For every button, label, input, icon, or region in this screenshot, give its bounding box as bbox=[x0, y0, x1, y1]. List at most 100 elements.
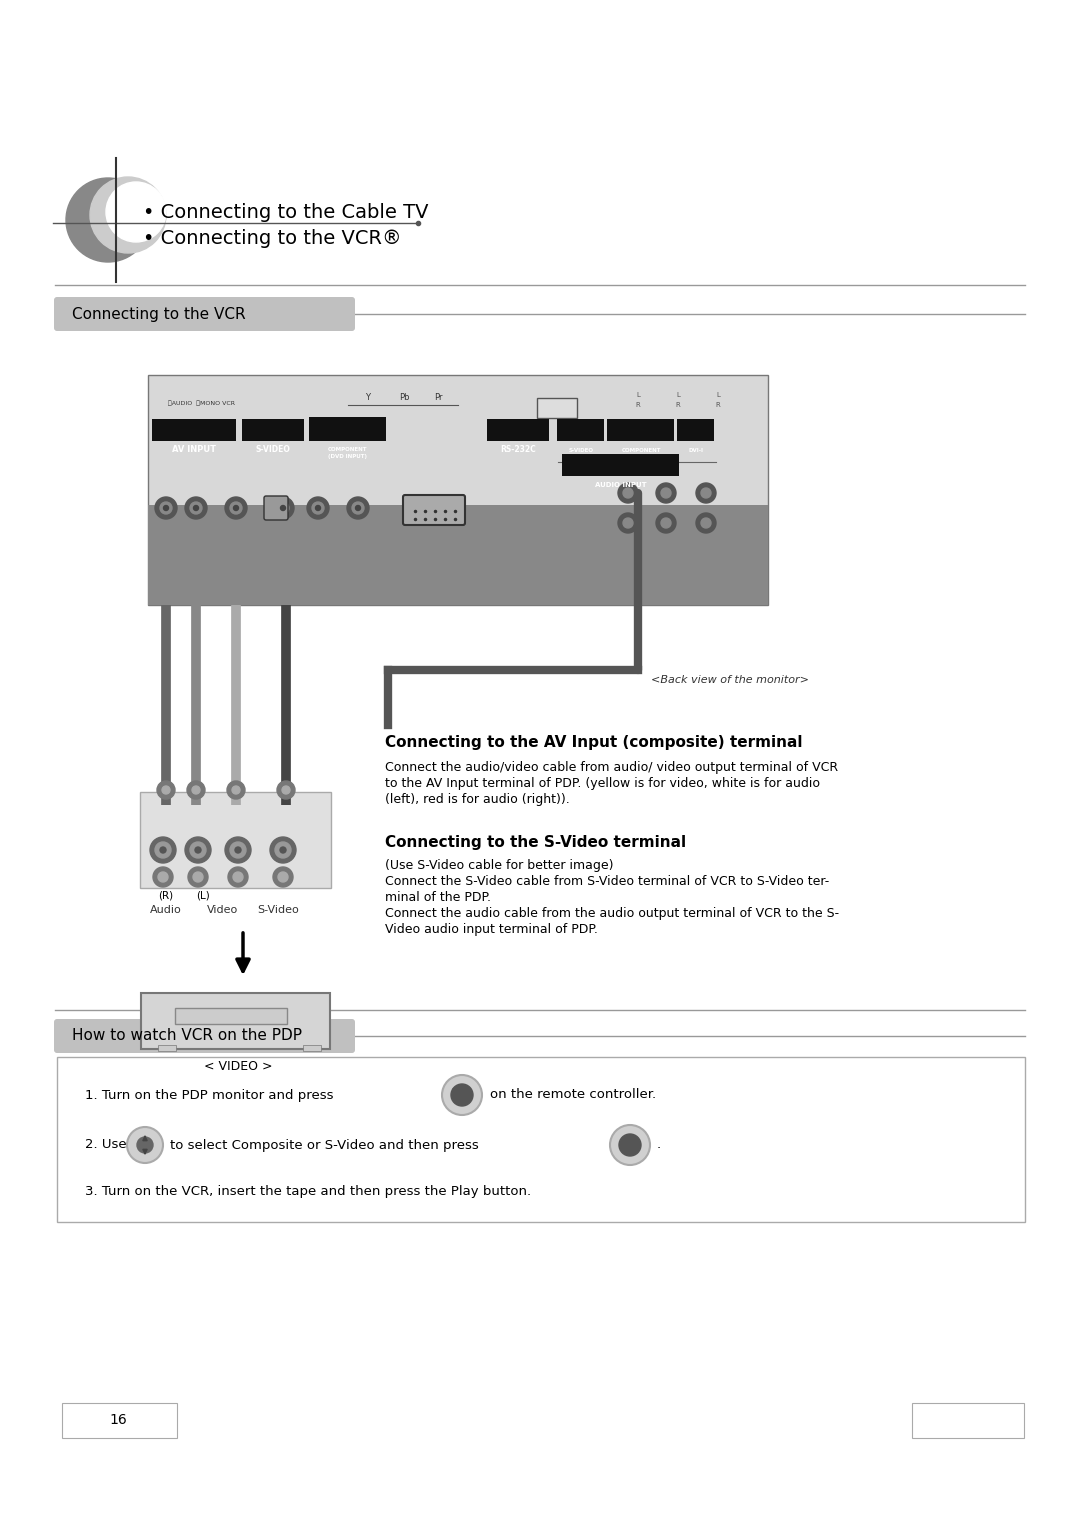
FancyBboxPatch shape bbox=[140, 792, 330, 888]
Circle shape bbox=[281, 506, 285, 510]
FancyBboxPatch shape bbox=[677, 419, 714, 442]
Circle shape bbox=[193, 872, 203, 882]
FancyBboxPatch shape bbox=[403, 495, 465, 526]
Text: COMPONENT: COMPONENT bbox=[621, 448, 661, 452]
Text: SELECT: SELECT bbox=[451, 1088, 472, 1094]
Circle shape bbox=[701, 518, 711, 529]
Circle shape bbox=[156, 842, 171, 859]
FancyBboxPatch shape bbox=[141, 993, 330, 1050]
Text: R: R bbox=[676, 402, 680, 408]
Circle shape bbox=[162, 785, 170, 795]
Circle shape bbox=[157, 781, 175, 799]
Text: on the remote controller.: on the remote controller. bbox=[490, 1088, 657, 1102]
Circle shape bbox=[270, 837, 296, 863]
FancyBboxPatch shape bbox=[607, 419, 674, 442]
Circle shape bbox=[153, 866, 173, 886]
Text: ⒶAUDIO  ⒶMONO VCR: ⒶAUDIO ⒶMONO VCR bbox=[168, 400, 235, 406]
Circle shape bbox=[272, 497, 294, 520]
Circle shape bbox=[661, 518, 671, 529]
Circle shape bbox=[230, 503, 242, 513]
Text: Y: Y bbox=[365, 393, 370, 402]
Circle shape bbox=[232, 785, 240, 795]
FancyBboxPatch shape bbox=[537, 397, 577, 419]
Text: Pr: Pr bbox=[434, 393, 442, 402]
Circle shape bbox=[190, 503, 202, 513]
FancyBboxPatch shape bbox=[57, 1057, 1025, 1222]
Circle shape bbox=[185, 837, 211, 863]
Text: Connect the audio/video cable from audio/ video output terminal of VCR: Connect the audio/video cable from audio… bbox=[384, 761, 838, 775]
Text: <Back view of the monitor>: <Back view of the monitor> bbox=[651, 675, 809, 685]
Text: S-VIDEO: S-VIDEO bbox=[568, 448, 594, 452]
Text: 2. Use: 2. Use bbox=[85, 1138, 126, 1152]
Circle shape bbox=[355, 506, 361, 510]
Text: S-VIDEO: S-VIDEO bbox=[256, 446, 291, 454]
Text: to select Composite or S-Video and then press: to select Composite or S-Video and then … bbox=[170, 1138, 478, 1152]
Text: minal of the PDP.: minal of the PDP. bbox=[384, 891, 491, 905]
Circle shape bbox=[273, 866, 293, 886]
Circle shape bbox=[696, 483, 716, 503]
Text: to the AV Input terminal of PDP. (yellow is for video, white is for audio: to the AV Input terminal of PDP. (yellow… bbox=[384, 778, 820, 790]
Circle shape bbox=[127, 1128, 163, 1163]
Text: Audio: Audio bbox=[150, 905, 181, 915]
Text: DVI-I: DVI-I bbox=[689, 448, 703, 452]
Circle shape bbox=[156, 497, 177, 520]
Circle shape bbox=[192, 785, 200, 795]
FancyBboxPatch shape bbox=[242, 419, 303, 442]
Circle shape bbox=[160, 847, 166, 853]
Text: 16: 16 bbox=[109, 1413, 126, 1427]
Circle shape bbox=[347, 497, 369, 520]
Circle shape bbox=[227, 781, 245, 799]
FancyBboxPatch shape bbox=[62, 1403, 177, 1438]
Text: Connecting to the AV Input (composite) terminal: Connecting to the AV Input (composite) t… bbox=[384, 735, 802, 750]
Circle shape bbox=[160, 503, 172, 513]
Circle shape bbox=[618, 513, 638, 533]
Text: Video audio input terminal of PDP.: Video audio input terminal of PDP. bbox=[384, 923, 598, 937]
FancyBboxPatch shape bbox=[54, 296, 355, 332]
Circle shape bbox=[275, 842, 291, 859]
Circle shape bbox=[701, 487, 711, 498]
Text: (Use S-Video cable for better image): (Use S-Video cable for better image) bbox=[384, 859, 613, 872]
Circle shape bbox=[163, 506, 168, 510]
Circle shape bbox=[158, 872, 168, 882]
Circle shape bbox=[190, 842, 206, 859]
Text: • Connecting to the VCR®: • Connecting to the VCR® bbox=[143, 229, 402, 248]
Text: 3. Turn on the VCR, insert the tape and then press the Play button.: 3. Turn on the VCR, insert the tape and … bbox=[85, 1186, 531, 1198]
Circle shape bbox=[233, 872, 243, 882]
Circle shape bbox=[193, 506, 199, 510]
Circle shape bbox=[352, 503, 364, 513]
Circle shape bbox=[235, 847, 241, 853]
Text: AV INPUT: AV INPUT bbox=[172, 446, 216, 454]
Text: • Connecting to the Cable TV: • Connecting to the Cable TV bbox=[143, 203, 429, 222]
Circle shape bbox=[661, 487, 671, 498]
Circle shape bbox=[188, 866, 208, 886]
Text: Connect the audio cable from the audio output terminal of VCR to the S-: Connect the audio cable from the audio o… bbox=[384, 908, 839, 920]
Circle shape bbox=[278, 872, 288, 882]
Bar bbox=[148, 504, 768, 605]
Circle shape bbox=[442, 1076, 482, 1115]
Text: L: L bbox=[716, 393, 720, 397]
Text: COMPONENT
(DVD INPUT): COMPONENT (DVD INPUT) bbox=[328, 448, 368, 458]
Text: 1. Turn on the PDP monitor and press: 1. Turn on the PDP monitor and press bbox=[85, 1088, 334, 1102]
FancyBboxPatch shape bbox=[175, 1008, 287, 1024]
Circle shape bbox=[90, 177, 166, 254]
Circle shape bbox=[230, 842, 246, 859]
Text: (R): (R) bbox=[159, 889, 174, 900]
Circle shape bbox=[307, 497, 329, 520]
Circle shape bbox=[451, 1083, 473, 1106]
Text: .: . bbox=[657, 1138, 661, 1152]
FancyBboxPatch shape bbox=[487, 419, 549, 442]
FancyBboxPatch shape bbox=[309, 417, 386, 442]
Text: L: L bbox=[636, 393, 640, 397]
Circle shape bbox=[185, 497, 207, 520]
FancyBboxPatch shape bbox=[152, 419, 237, 442]
Text: L: L bbox=[676, 393, 680, 397]
Text: ENTER: ENTER bbox=[620, 1146, 640, 1151]
Text: < VIDEO >: < VIDEO > bbox=[204, 1060, 272, 1074]
Circle shape bbox=[656, 483, 676, 503]
FancyBboxPatch shape bbox=[557, 419, 604, 442]
Circle shape bbox=[619, 1134, 642, 1157]
Circle shape bbox=[150, 837, 176, 863]
Text: (left), red is for audio (right)).: (left), red is for audio (right)). bbox=[384, 793, 570, 805]
Text: AUDIO INPUT: AUDIO INPUT bbox=[595, 481, 647, 487]
Circle shape bbox=[315, 506, 321, 510]
